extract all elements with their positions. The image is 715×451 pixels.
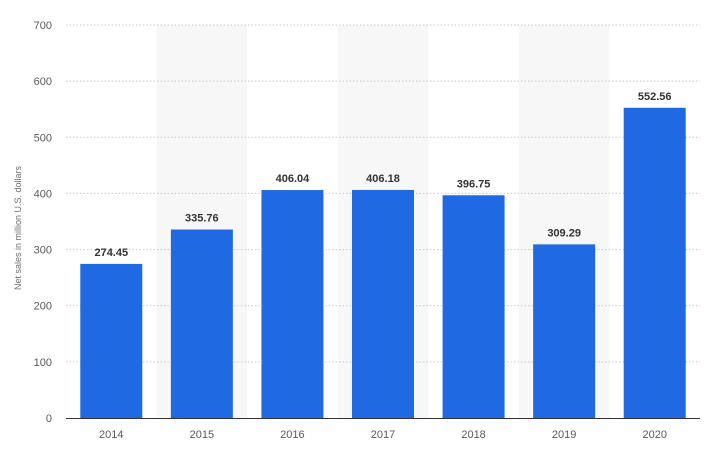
x-tick-label: 2018 [461,429,485,441]
bar[interactable] [623,107,686,418]
y-tick-label: 400 [34,188,52,200]
bar-value-label: 335.76 [185,212,219,224]
bar-value-label: 274.45 [94,247,128,259]
bar[interactable] [261,190,324,418]
x-tick-label: 2015 [190,429,214,441]
y-axis-title: Net sales in million U.S. dollars [13,165,23,290]
x-tick-label: 2017 [371,429,395,441]
bar[interactable] [533,244,596,418]
y-axis: 0 100 200 300 400 500 600 700 [34,20,52,425]
y-tick-label: 200 [34,301,52,313]
x-tick-label: 2016 [280,429,304,441]
y-tick-label: 0 [46,413,52,425]
y-tick-label: 500 [34,132,52,144]
bar[interactable] [170,229,233,418]
y-tick-label: 600 [34,76,52,88]
y-tick-label: 300 [34,245,52,257]
bar[interactable] [80,263,143,418]
x-tick-label: 2020 [642,429,666,441]
bar-value-label: 309.29 [547,227,581,239]
data-labels: 274.45 335.76 406.04 406.18 396.75 309.29 552.… [94,91,671,259]
bar-value-label: 406.18 [366,173,400,185]
bar[interactable] [352,189,414,418]
bar-value-label: 406.04 [276,173,311,185]
x-tick-label: 2019 [552,429,576,441]
bar-value-label: 396.75 [457,178,491,190]
x-axis: 2014 2015 2016 2017 2018 2019 2020 [66,418,700,441]
bar-value-label: 552.56 [638,91,672,103]
x-tick-label: 2014 [99,429,123,441]
y-tick-label: 100 [34,357,52,369]
bar[interactable] [442,195,505,418]
bar-series [80,107,686,418]
y-tick-label: 700 [34,20,52,32]
